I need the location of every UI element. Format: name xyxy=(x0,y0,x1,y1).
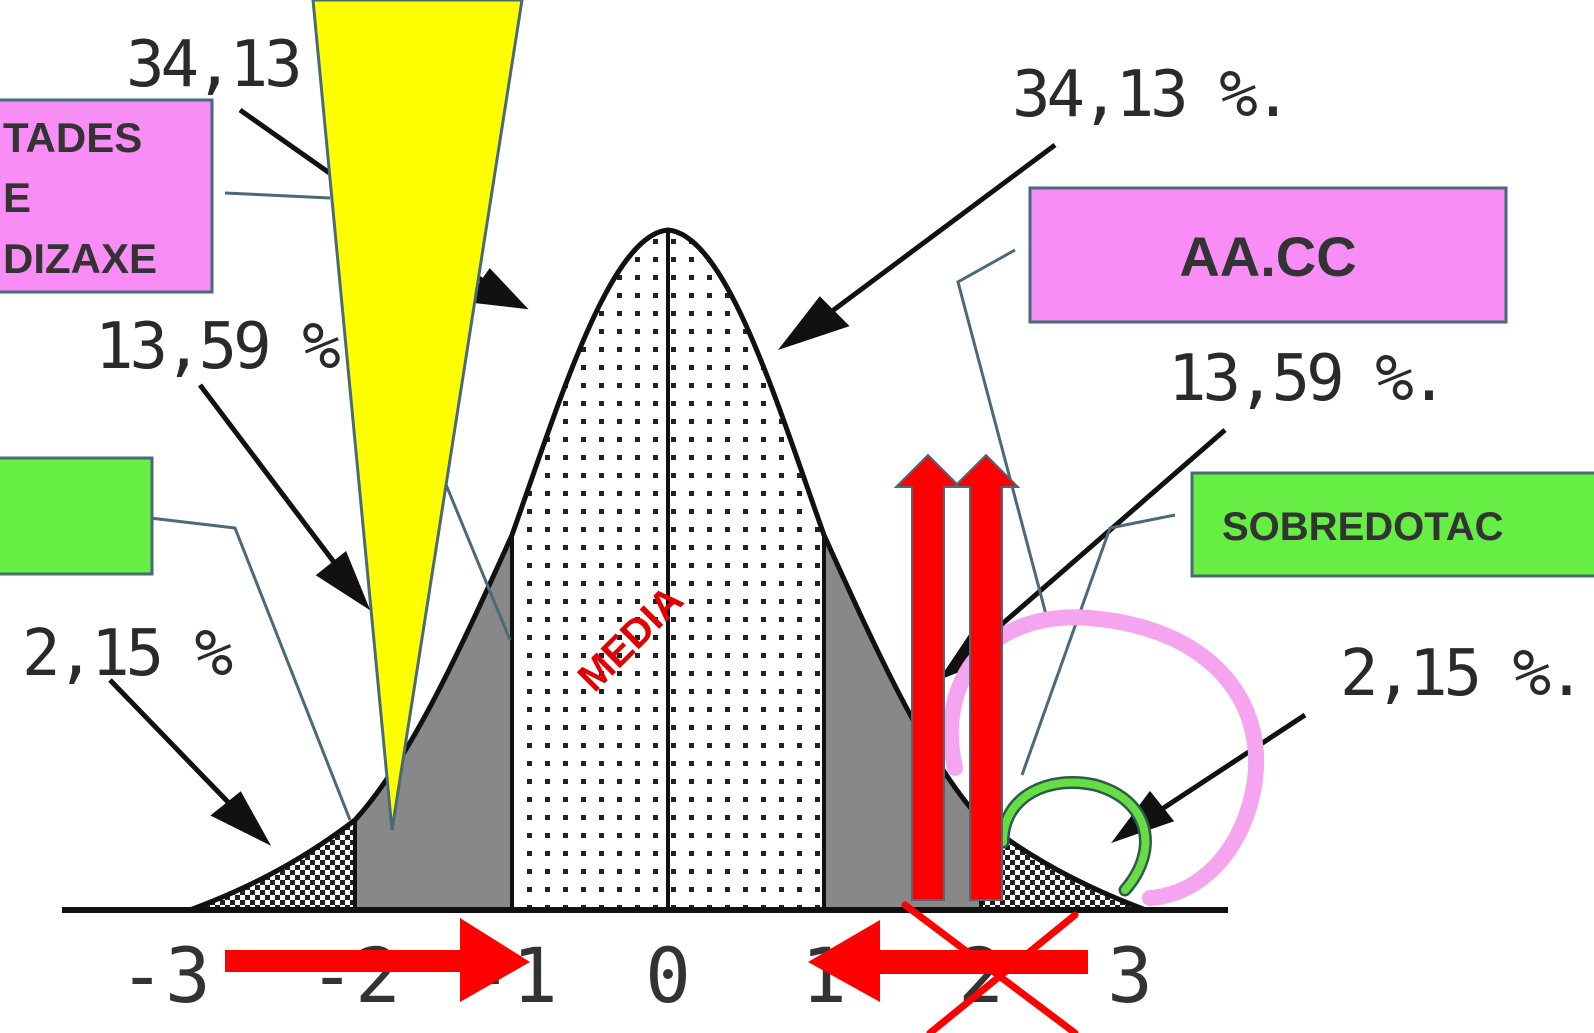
tail-left-region xyxy=(190,820,355,910)
tail-right-region xyxy=(981,820,1146,910)
green-box-left xyxy=(0,456,154,576)
box-line-2: E xyxy=(3,174,31,221)
tick-label: -2 xyxy=(309,931,401,1020)
percent-label-top-right: 34,13 %. xyxy=(1012,58,1288,132)
tick-label: 0 xyxy=(645,931,691,1020)
tick-label: -3 xyxy=(119,931,211,1020)
percent-label-mid-right: 13,59 %. xyxy=(1168,342,1444,416)
percent-label-low-right: 2,15 %. xyxy=(1340,637,1582,711)
learning-difficulties-box: TADES E DIZAXE xyxy=(0,98,214,294)
percent-label-low-left: 2,15 % xyxy=(22,617,233,691)
red-horizontal-arrows xyxy=(225,918,1088,1002)
red-x-mark xyxy=(901,901,1079,1033)
tick-label: 3 xyxy=(1107,931,1153,1020)
red-up-arrows xyxy=(893,453,1021,901)
leader-lines xyxy=(149,191,1176,821)
gifted-label: SOBREDOTAC xyxy=(1222,505,1503,549)
box-line-1: TADES xyxy=(3,114,142,161)
box-line-3: DIZAXE xyxy=(3,235,157,282)
yellow-wedge xyxy=(311,0,524,831)
axis-tick-labels: -3 -2 -1 0 1 2 3 xyxy=(119,931,1153,1020)
aacc-label: AA.CC xyxy=(1179,225,1356,288)
gifted-box: SOBREDOTAC xyxy=(1190,471,1594,578)
percent-label-top-left: 34,13 xyxy=(126,28,299,102)
percent-label-mid-left: 13,59 %. xyxy=(95,310,371,384)
aacc-box: AA.CC xyxy=(1028,186,1508,324)
green-arc-fill xyxy=(999,778,1150,894)
